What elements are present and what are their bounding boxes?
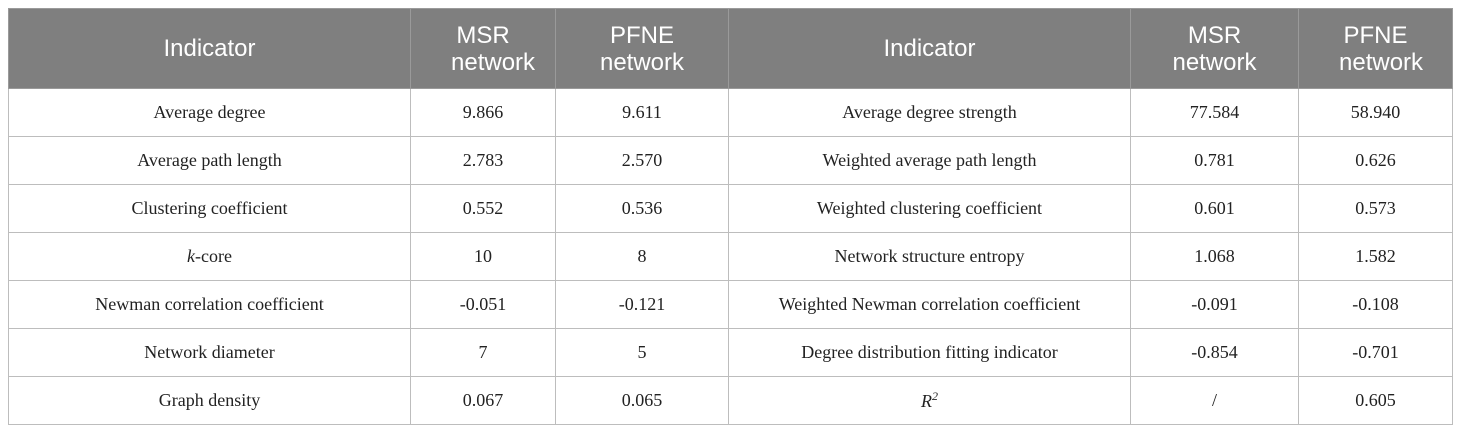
table-row: k-core 10 8 Network structure entropy 1.068 1… xyxy=(8,232,1453,281)
table-cell: 9.866 xyxy=(410,88,556,137)
table-cell: 0.573 xyxy=(1298,184,1453,233)
table-cell: 10 xyxy=(410,232,556,281)
table-cell: Network structure entropy xyxy=(728,232,1131,281)
table-cell: 2.570 xyxy=(555,136,729,185)
table-cell: Average degree strength xyxy=(728,88,1131,137)
table-cell: -0.091 xyxy=(1130,280,1299,329)
table-cell: 0.536 xyxy=(555,184,729,233)
table-cell: Degree distribution fitting indicator xyxy=(728,328,1131,377)
table-cell: Network diameter xyxy=(8,328,411,377)
cell-text: -core xyxy=(195,246,232,266)
table-row: Clustering coefficient 0.552 0.536 Weighted… xyxy=(8,184,1453,233)
table-body: Average degree 9.866 9.611 Average degree s… xyxy=(8,88,1453,425)
table-cell: k-core xyxy=(8,232,411,281)
table-cell: 0.626 xyxy=(1298,136,1453,185)
header-cell: PFNE network xyxy=(1298,8,1453,89)
table-cell: 0.552 xyxy=(410,184,556,233)
header-cell: MSR network xyxy=(410,8,556,89)
table-cell: -0.051 xyxy=(410,280,556,329)
table-cell: Average path length xyxy=(8,136,411,185)
cell-text: R xyxy=(921,391,932,411)
table-cell: 1.068 xyxy=(1130,232,1299,281)
table-row: Graph density 0.067 0.065 R2/0.605 xyxy=(8,376,1453,425)
table-cell: 58.940 xyxy=(1298,88,1453,137)
table-cell: 0.781 xyxy=(1130,136,1299,185)
table-cell: Weighted average path length xyxy=(728,136,1131,185)
table-cell: 0.605 xyxy=(1298,376,1453,425)
header-cell: PFNE network xyxy=(555,8,729,89)
table-row: Network diameter 7 5 Degree distribution fi… xyxy=(8,328,1453,377)
table-cell: 7 xyxy=(410,328,556,377)
cell-text: 2 xyxy=(932,389,938,403)
table-cell: Weighted Newman correlation coefficient xyxy=(728,280,1131,329)
table-cell: -0.854 xyxy=(1130,328,1299,377)
indicator-table: Indicator MSR network PFNE network Indicato… xyxy=(8,8,1453,425)
table-cell: 0.067 xyxy=(410,376,556,425)
table-cell: 1.582 xyxy=(1298,232,1453,281)
table-row: Average path length 2.783 2.570 Weighted av… xyxy=(8,136,1453,185)
table-cell: 0.065 xyxy=(555,376,729,425)
table-cell: Newman correlation coefficient xyxy=(8,280,411,329)
table-cell: Weighted clustering coefficient xyxy=(728,184,1131,233)
table-cell: Graph density xyxy=(8,376,411,425)
header-row: Indicator MSR network PFNE network Indicato… xyxy=(8,8,1453,89)
table-cell: -0.701 xyxy=(1298,328,1453,377)
table-head: Indicator MSR network PFNE network Indicato… xyxy=(8,8,1453,89)
header-cell: MSR network xyxy=(1130,8,1299,89)
table-cell: -0.108 xyxy=(1298,280,1453,329)
table-cell: 8 xyxy=(555,232,729,281)
header-cell: Indicator xyxy=(8,8,411,89)
table-cell: 9.611 xyxy=(555,88,729,137)
header-cell: Indicator xyxy=(728,8,1131,89)
table-cell: / xyxy=(1130,376,1299,425)
table-row: Newman correlation coefficient -0.051 -0.1… xyxy=(8,280,1453,329)
table-cell: 5 xyxy=(555,328,729,377)
table-cell: 77.584 xyxy=(1130,88,1299,137)
table-cell: Average degree xyxy=(8,88,411,137)
cell-text: k xyxy=(187,246,196,266)
table-cell: 0.601 xyxy=(1130,184,1299,233)
table-cell: R2 xyxy=(728,376,1131,425)
table-cell: Clustering coefficient xyxy=(8,184,411,233)
table-cell: 2.783 xyxy=(410,136,556,185)
table-row: Average degree 9.866 9.611 Average degree s… xyxy=(8,88,1453,137)
table-cell: -0.121 xyxy=(555,280,729,329)
